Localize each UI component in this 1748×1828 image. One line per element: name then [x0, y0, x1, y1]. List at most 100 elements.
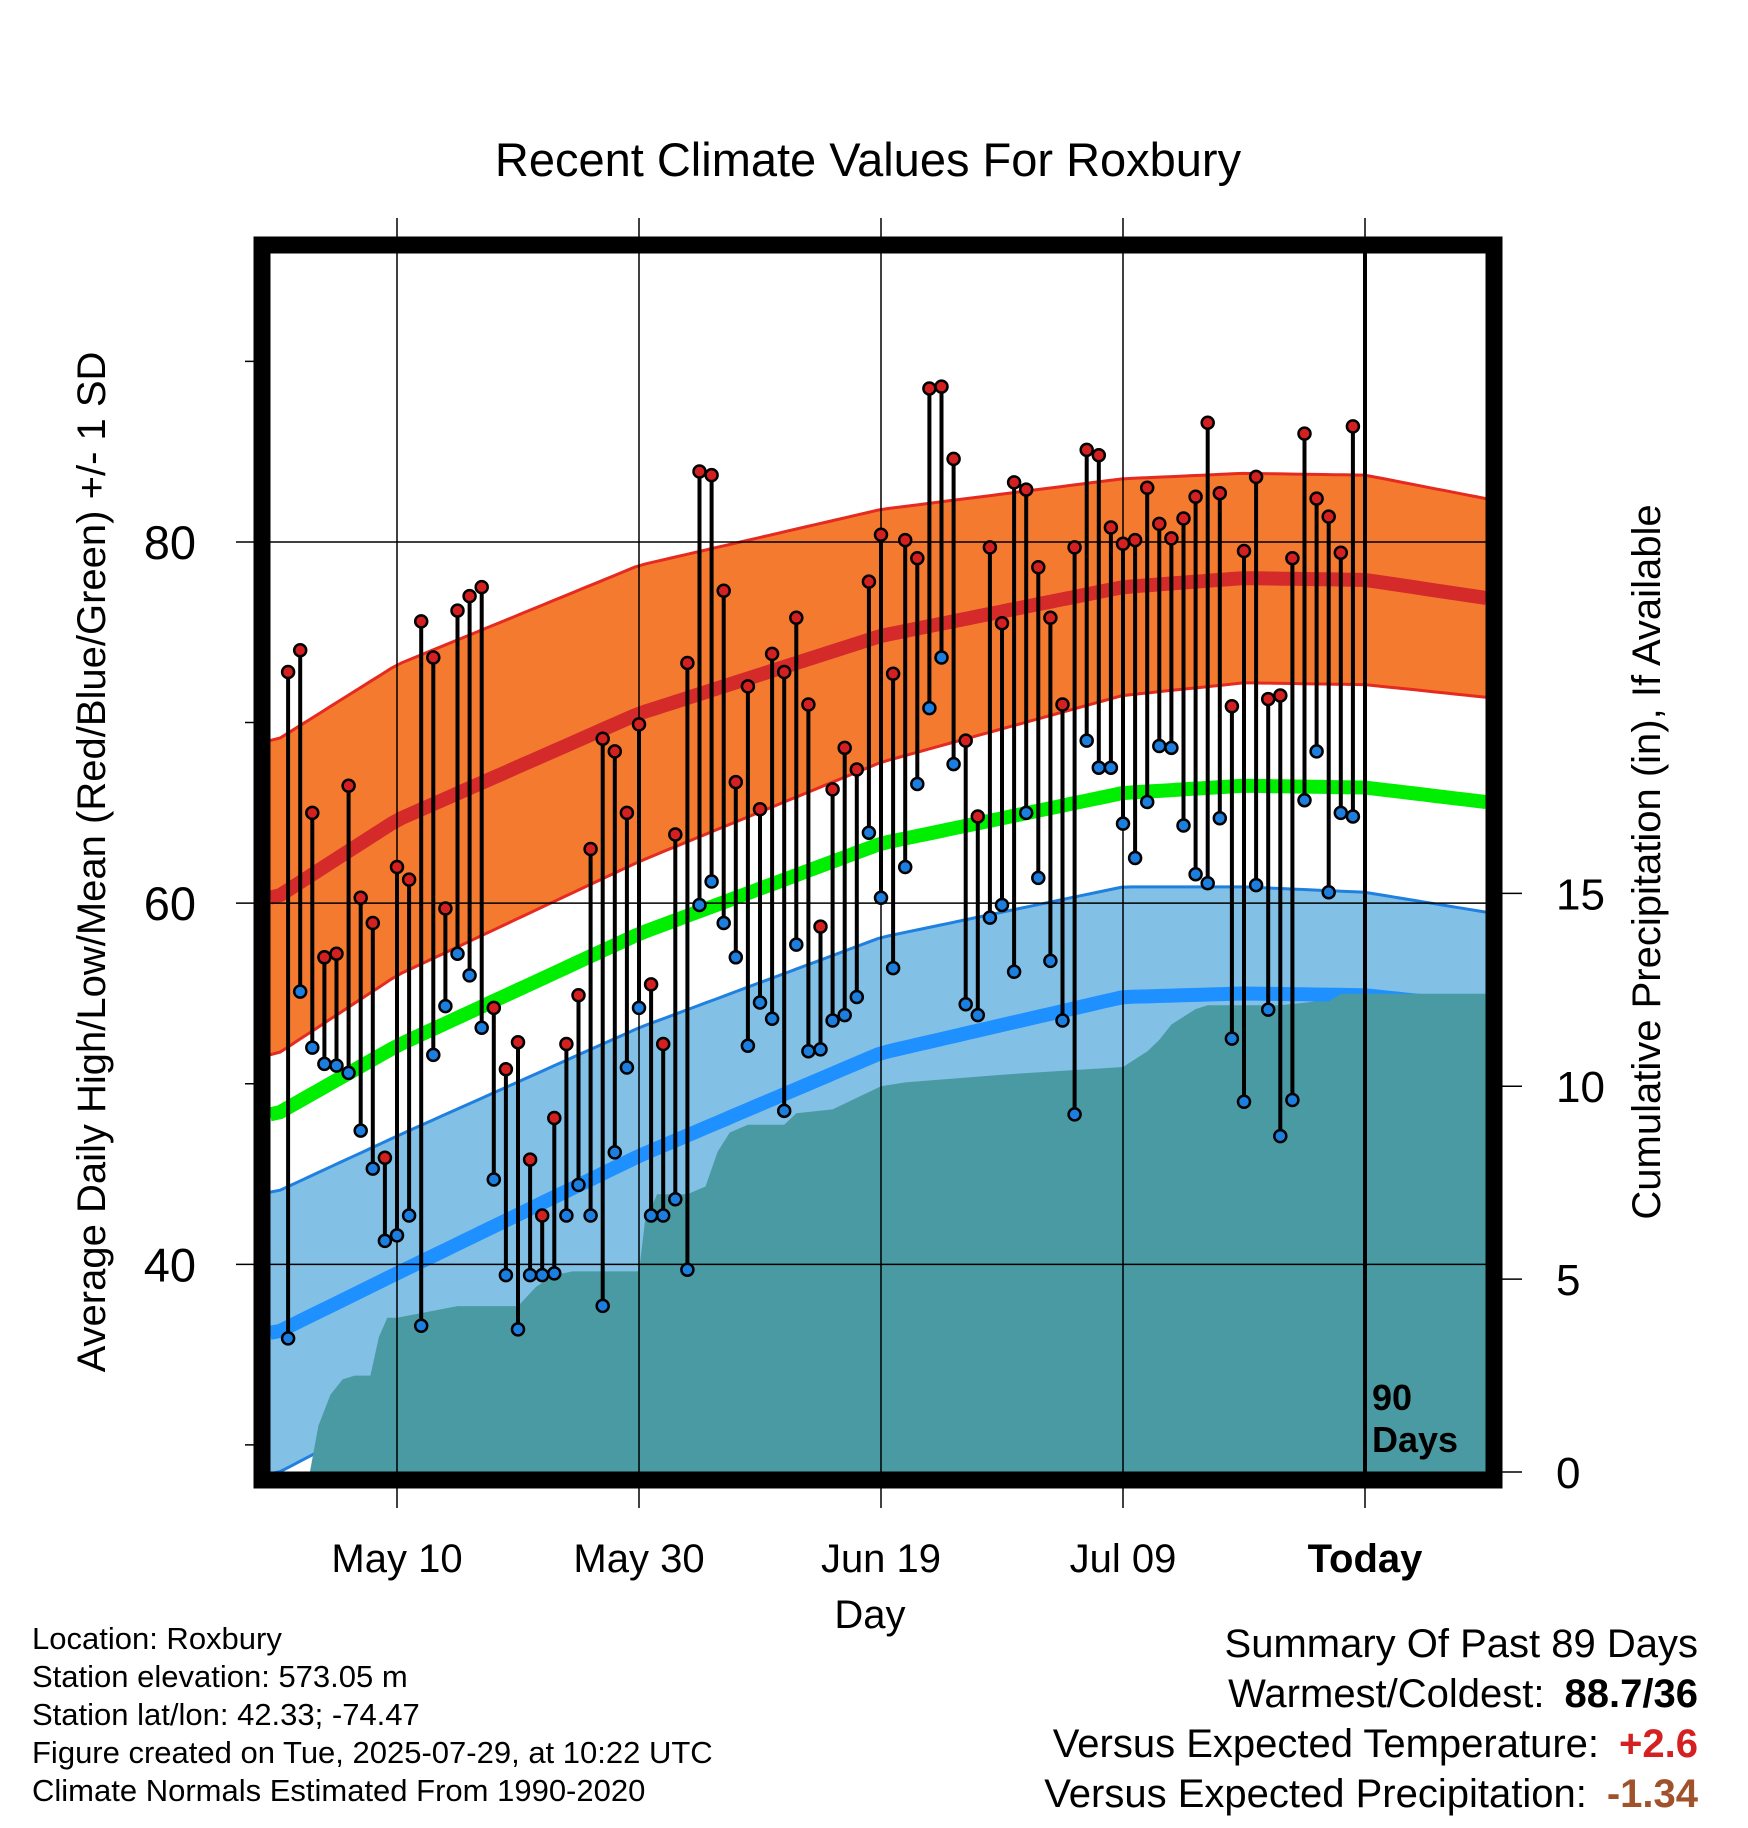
daily-low-point	[619, 1060, 635, 1075]
daily-high-point	[1297, 426, 1312, 441]
daily-high-point	[801, 697, 816, 712]
daily-low-point	[595, 1298, 610, 1314]
daily-low-point	[1236, 1094, 1252, 1110]
daily-high-point	[1260, 691, 1276, 707]
y2-axis-label: Cumulative Precipitation (in), If Availa…	[1625, 504, 1669, 1219]
daily-high-point	[1067, 540, 1082, 555]
warm-cold-label: Warmest/Coldest:	[1228, 1672, 1545, 1716]
daily-low-point	[934, 650, 949, 665]
axes: May 10 May 30 Jun 19 Jul 09 Today 40 60 80 0 5 10 1…	[144, 218, 1605, 1581]
daily-high-point	[849, 762, 865, 777]
daily-low-point	[498, 1267, 514, 1283]
daily-low-point	[1164, 740, 1179, 756]
daily-low-point	[450, 946, 465, 961]
daily-high-point	[910, 550, 925, 566]
latlon-text: Station lat/lon: 42.33; -74.47	[32, 1697, 420, 1732]
daily-low-point	[1212, 811, 1228, 826]
x-tick-label: Jun 19	[821, 1537, 941, 1581]
daily-high-point	[885, 666, 901, 682]
daily-low-point	[1224, 1031, 1240, 1046]
daily-high-point	[825, 782, 840, 797]
daily-low-point	[353, 1123, 368, 1138]
daily-high-point	[413, 614, 429, 629]
daily-low-point	[728, 950, 744, 965]
daily-high-point	[1333, 545, 1349, 561]
daily-low-point	[922, 700, 937, 716]
daily-high-point	[728, 774, 744, 790]
daily-low-point	[1055, 1013, 1070, 1028]
daily-high-point	[1285, 550, 1300, 566]
daily-low-point	[486, 1172, 502, 1187]
daily-high-point	[292, 643, 308, 658]
normal-low-line	[270, 986, 1486, 1340]
daily-low-point	[655, 1208, 671, 1223]
daily-high-point	[740, 679, 756, 694]
daily-high-point	[897, 532, 913, 548]
daily-high-point	[1055, 697, 1070, 712]
daily-high-point	[317, 950, 332, 965]
daily-high-point	[680, 655, 695, 671]
daily-high-point	[534, 1208, 550, 1223]
daily-low-point	[280, 1331, 296, 1346]
daily-high-point	[341, 778, 356, 793]
daily-low-point	[1115, 816, 1131, 831]
daily-low-point	[801, 1043, 816, 1059]
daily-low-point	[1248, 877, 1264, 893]
y2-tick-label: 5	[1556, 1256, 1580, 1305]
daily-high-point	[704, 467, 719, 483]
daily-high-point	[1115, 536, 1131, 552]
daily-high-point	[716, 583, 731, 598]
low-band-upper-edge	[270, 885, 1486, 1194]
today-days-number: 90	[1372, 1377, 1412, 1418]
station-info: Location: Roxbury Station elevation: 573…	[32, 1620, 713, 1810]
chart-title: Recent Climate Values For Roxbury	[495, 133, 1242, 186]
daily-high-point	[813, 919, 828, 934]
daily-high-point	[752, 801, 768, 817]
daily-low-point	[1079, 733, 1094, 748]
summary-title: Summary Of Past 89 Days	[1224, 1622, 1698, 1666]
daily-low-point	[413, 1318, 429, 1333]
daily-high-point	[922, 381, 937, 396]
daily-high-point	[668, 827, 683, 842]
daily-high-point	[643, 977, 659, 992]
daily-high-point	[1248, 469, 1264, 485]
high-band-upper-edge	[270, 471, 1486, 743]
daily-high-point	[1345, 419, 1361, 434]
daily-low-point	[571, 1177, 586, 1193]
daily-high-point	[1309, 491, 1324, 506]
daily-low-point	[1006, 964, 1022, 980]
normal-mean-line	[270, 778, 1486, 1122]
daily-low-point	[534, 1267, 550, 1283]
daily-low-point	[680, 1262, 695, 1277]
daily-high-point	[934, 379, 949, 394]
daily-high-point	[607, 744, 623, 759]
daily-high-point	[970, 809, 986, 824]
daily-low-point	[377, 1233, 393, 1249]
daily-high-point	[1212, 485, 1228, 501]
daily-high-point	[583, 841, 598, 857]
daily-low-point	[716, 915, 731, 931]
daily-high-point	[1164, 531, 1179, 546]
daily-low-point	[885, 960, 901, 976]
daily-high-point	[994, 615, 1010, 631]
daily-low-point	[401, 1208, 417, 1223]
daily-low-point	[341, 1065, 356, 1081]
daily-high-point	[946, 451, 961, 467]
daily-low-point	[946, 756, 961, 772]
daily-high-point	[329, 946, 344, 961]
daily-high-point	[655, 1036, 671, 1052]
x-tick-label: Today	[1308, 1537, 1424, 1581]
y2-tick-label: 0	[1556, 1449, 1580, 1498]
daily-high-point	[873, 527, 889, 542]
daily-low-point	[1127, 850, 1143, 866]
daily-low-point	[982, 910, 998, 925]
daily-low-point	[776, 1103, 792, 1119]
daily-high-point	[377, 1150, 393, 1166]
daily-low-point	[752, 995, 768, 1010]
daily-high-point	[486, 1000, 502, 1016]
daily-high-point	[1188, 489, 1203, 505]
daily-low-point	[547, 1266, 562, 1281]
daily-high-point	[692, 464, 707, 479]
daily-low-point	[438, 998, 453, 1014]
